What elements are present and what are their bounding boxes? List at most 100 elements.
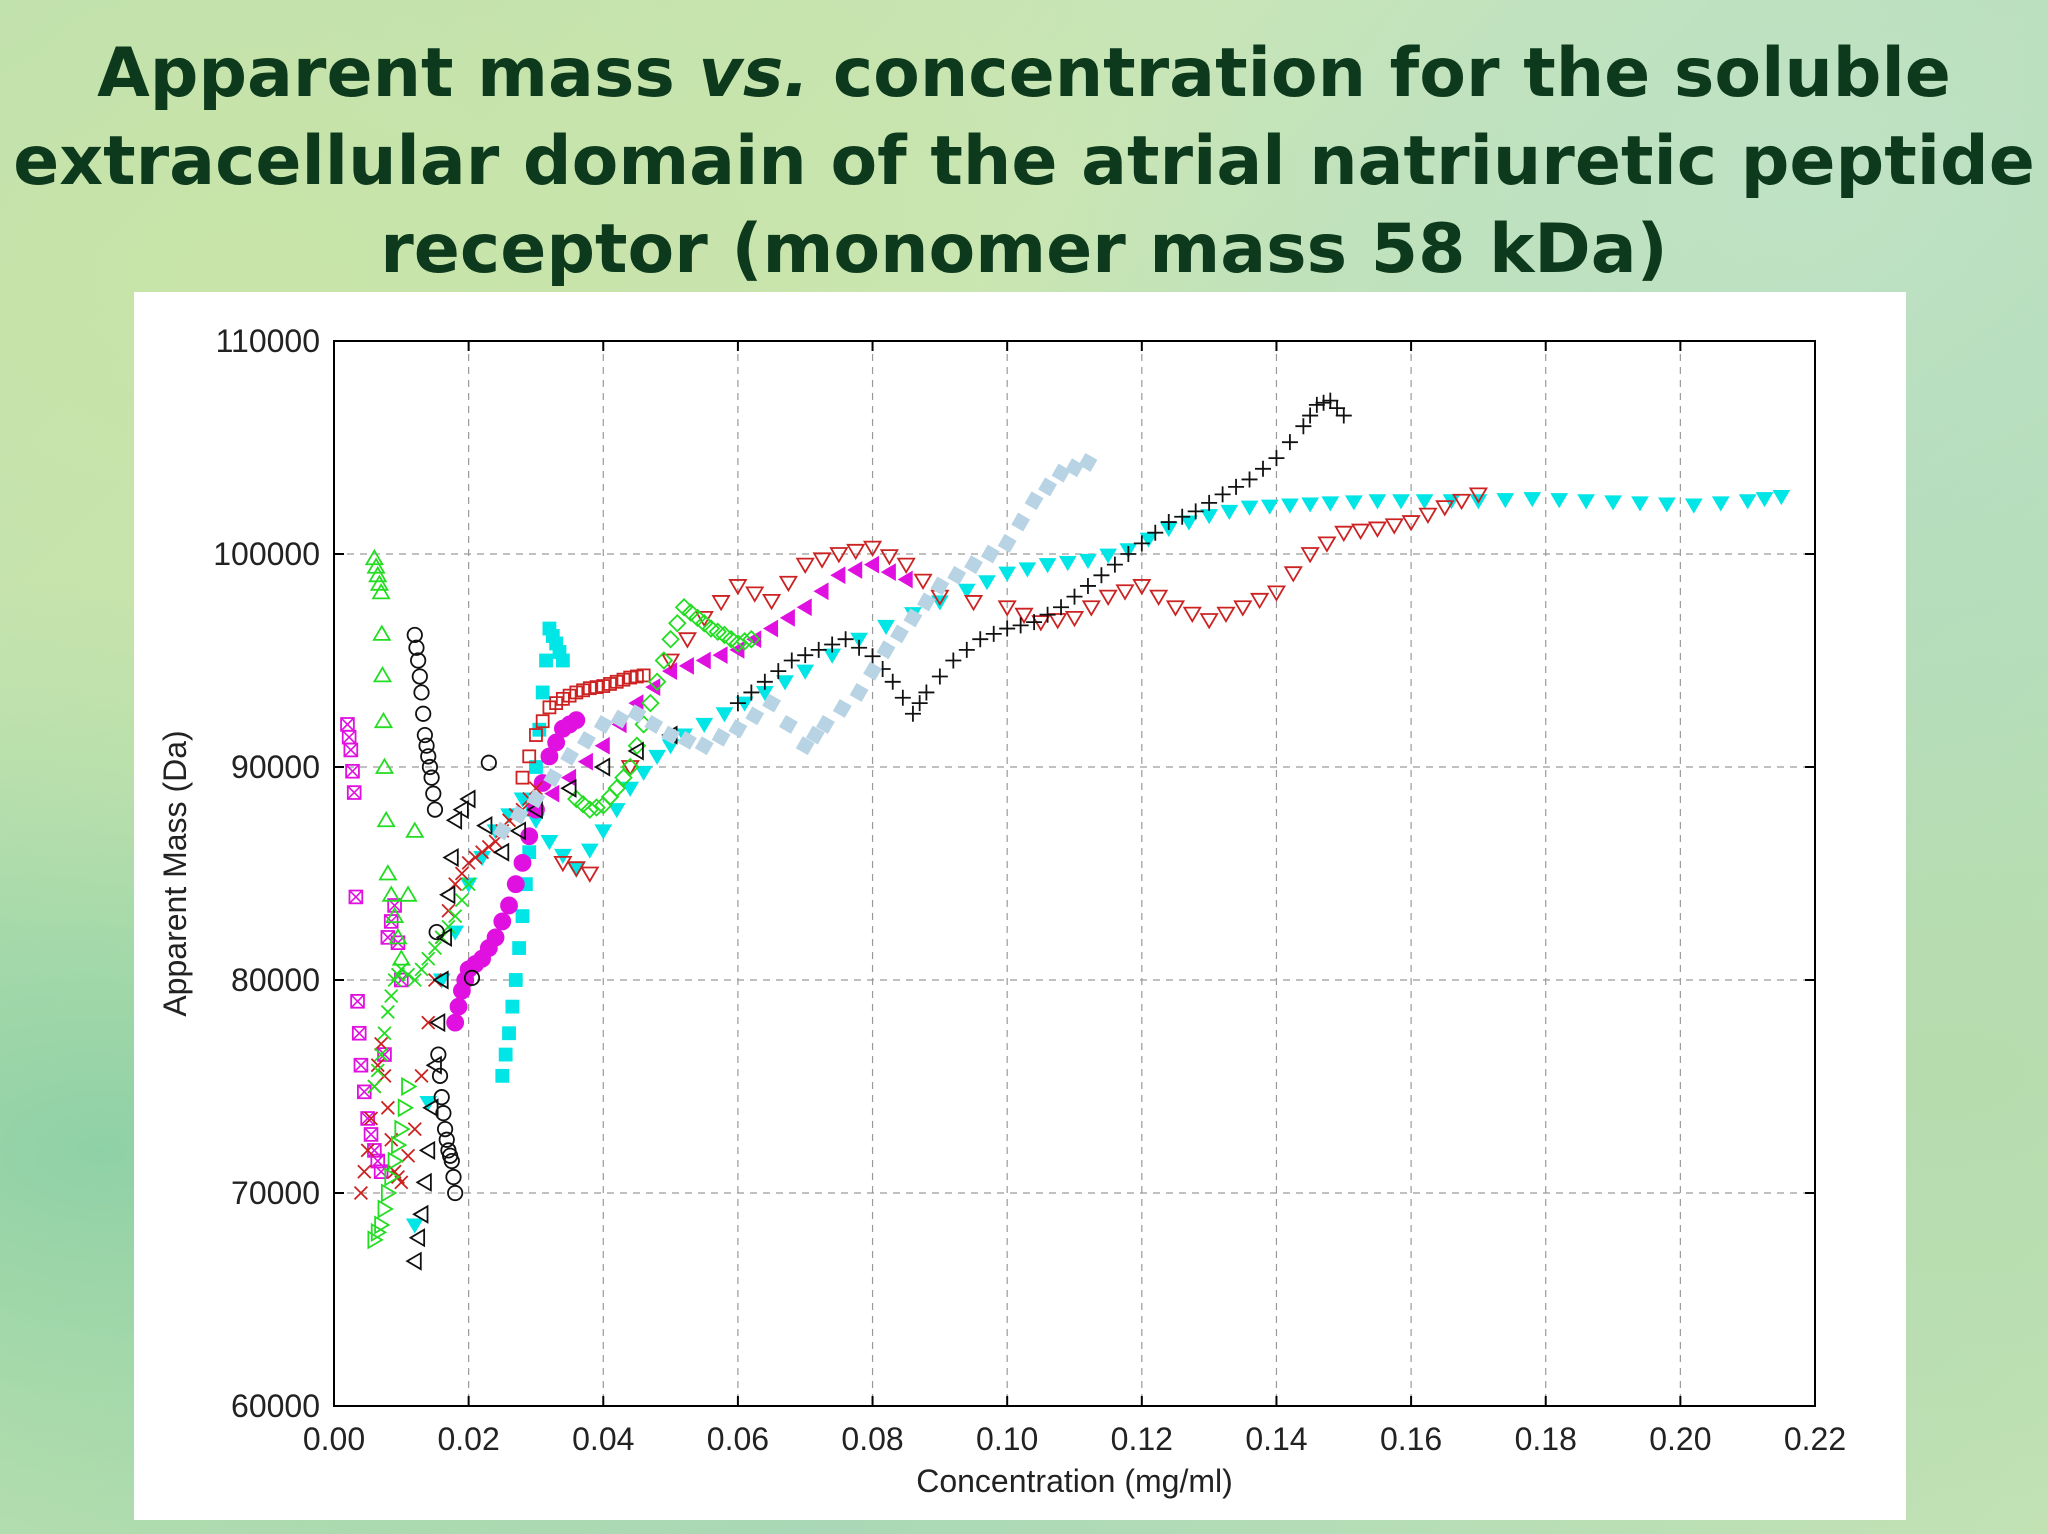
data-point xyxy=(641,693,660,713)
data-point xyxy=(475,845,490,860)
data-point xyxy=(877,619,895,636)
data-point xyxy=(370,1058,385,1073)
data-point xyxy=(593,714,613,734)
data-point xyxy=(677,730,697,750)
data-point xyxy=(796,664,815,680)
data-point xyxy=(535,714,550,729)
data-point xyxy=(957,583,976,599)
data-point xyxy=(607,779,627,798)
data-point xyxy=(560,778,577,798)
data-point xyxy=(614,768,633,787)
x-tick-label: 0.10 xyxy=(976,1421,1038,1457)
data-point xyxy=(1418,507,1438,524)
data-point xyxy=(360,1111,375,1126)
data-point xyxy=(520,827,539,846)
data-point xyxy=(1415,494,1434,510)
data-point xyxy=(372,666,393,683)
data-point xyxy=(815,714,835,734)
data-point xyxy=(862,540,883,557)
data-point xyxy=(428,923,445,941)
data-point xyxy=(435,1105,452,1122)
data-point xyxy=(367,1079,382,1094)
data-point xyxy=(783,652,800,669)
data-point xyxy=(1078,452,1098,472)
data-point xyxy=(373,711,394,729)
data-point xyxy=(1254,460,1271,477)
data-point xyxy=(418,737,435,754)
data-point xyxy=(654,651,674,670)
data-point xyxy=(1093,567,1110,584)
data-point xyxy=(674,597,694,617)
data-point xyxy=(1435,500,1455,517)
data-point xyxy=(463,969,481,986)
data-point xyxy=(688,608,707,628)
data-point xyxy=(711,595,731,612)
data-point xyxy=(374,1036,389,1051)
x-tick-label: 0.00 xyxy=(303,1421,365,1457)
data-point xyxy=(341,729,357,745)
data-point xyxy=(414,1068,429,1083)
data-point xyxy=(779,609,795,627)
data-point xyxy=(1260,499,1279,515)
data-point xyxy=(594,824,613,840)
data-point xyxy=(600,787,620,807)
data-point xyxy=(1220,504,1239,520)
data-point xyxy=(476,816,493,836)
data-point xyxy=(381,885,401,902)
data-point xyxy=(447,1184,464,1202)
data-point xyxy=(677,632,697,649)
data-point xyxy=(502,1026,516,1041)
data-point xyxy=(644,714,664,734)
data-point xyxy=(745,586,765,603)
data-point xyxy=(1149,589,1169,606)
data-point xyxy=(1711,496,1730,512)
data-point xyxy=(443,1152,460,1170)
data-point xyxy=(876,640,896,660)
data-point xyxy=(1281,434,1298,451)
data-point xyxy=(1250,592,1270,610)
data-point xyxy=(729,695,746,712)
data-point xyxy=(372,624,392,641)
data-point xyxy=(1631,496,1649,512)
data-point xyxy=(448,909,463,924)
data-point xyxy=(461,877,476,892)
data-point xyxy=(412,1204,429,1224)
data-point xyxy=(515,770,530,785)
data-point xyxy=(407,972,422,988)
data-point xyxy=(846,543,866,561)
data-point xyxy=(1755,492,1774,508)
data-point xyxy=(345,763,360,779)
data-point xyxy=(436,1120,454,1138)
data-point xyxy=(445,1168,462,1186)
data-point xyxy=(998,566,1017,582)
data-point xyxy=(1738,494,1757,510)
data-point xyxy=(864,648,881,665)
data-point xyxy=(492,821,512,841)
data-point xyxy=(360,1143,375,1158)
data-point xyxy=(513,853,532,872)
data-point xyxy=(573,795,593,814)
data-point xyxy=(1058,556,1077,572)
data-point xyxy=(405,1218,424,1234)
data-point xyxy=(380,1183,398,1203)
data-point xyxy=(388,928,408,945)
data-point xyxy=(418,1140,436,1160)
data-point xyxy=(567,711,586,730)
data-point xyxy=(1392,494,1410,510)
data-point xyxy=(461,855,476,870)
data-point xyxy=(374,757,395,774)
y-tick-label: 60000 xyxy=(231,1388,320,1424)
data-point xyxy=(385,906,405,923)
data-point xyxy=(374,1215,391,1235)
data-point xyxy=(391,949,411,966)
data-point xyxy=(1132,579,1152,596)
data-point xyxy=(1079,577,1096,594)
data-point xyxy=(454,866,469,881)
data-point xyxy=(350,994,365,1009)
data-point xyxy=(452,800,469,820)
data-point xyxy=(401,1076,418,1097)
data-point xyxy=(695,717,714,733)
title-line-1: Apparent mass vs. concentration for the … xyxy=(0,30,2048,118)
data-point xyxy=(880,563,896,581)
data-point xyxy=(1604,495,1622,511)
